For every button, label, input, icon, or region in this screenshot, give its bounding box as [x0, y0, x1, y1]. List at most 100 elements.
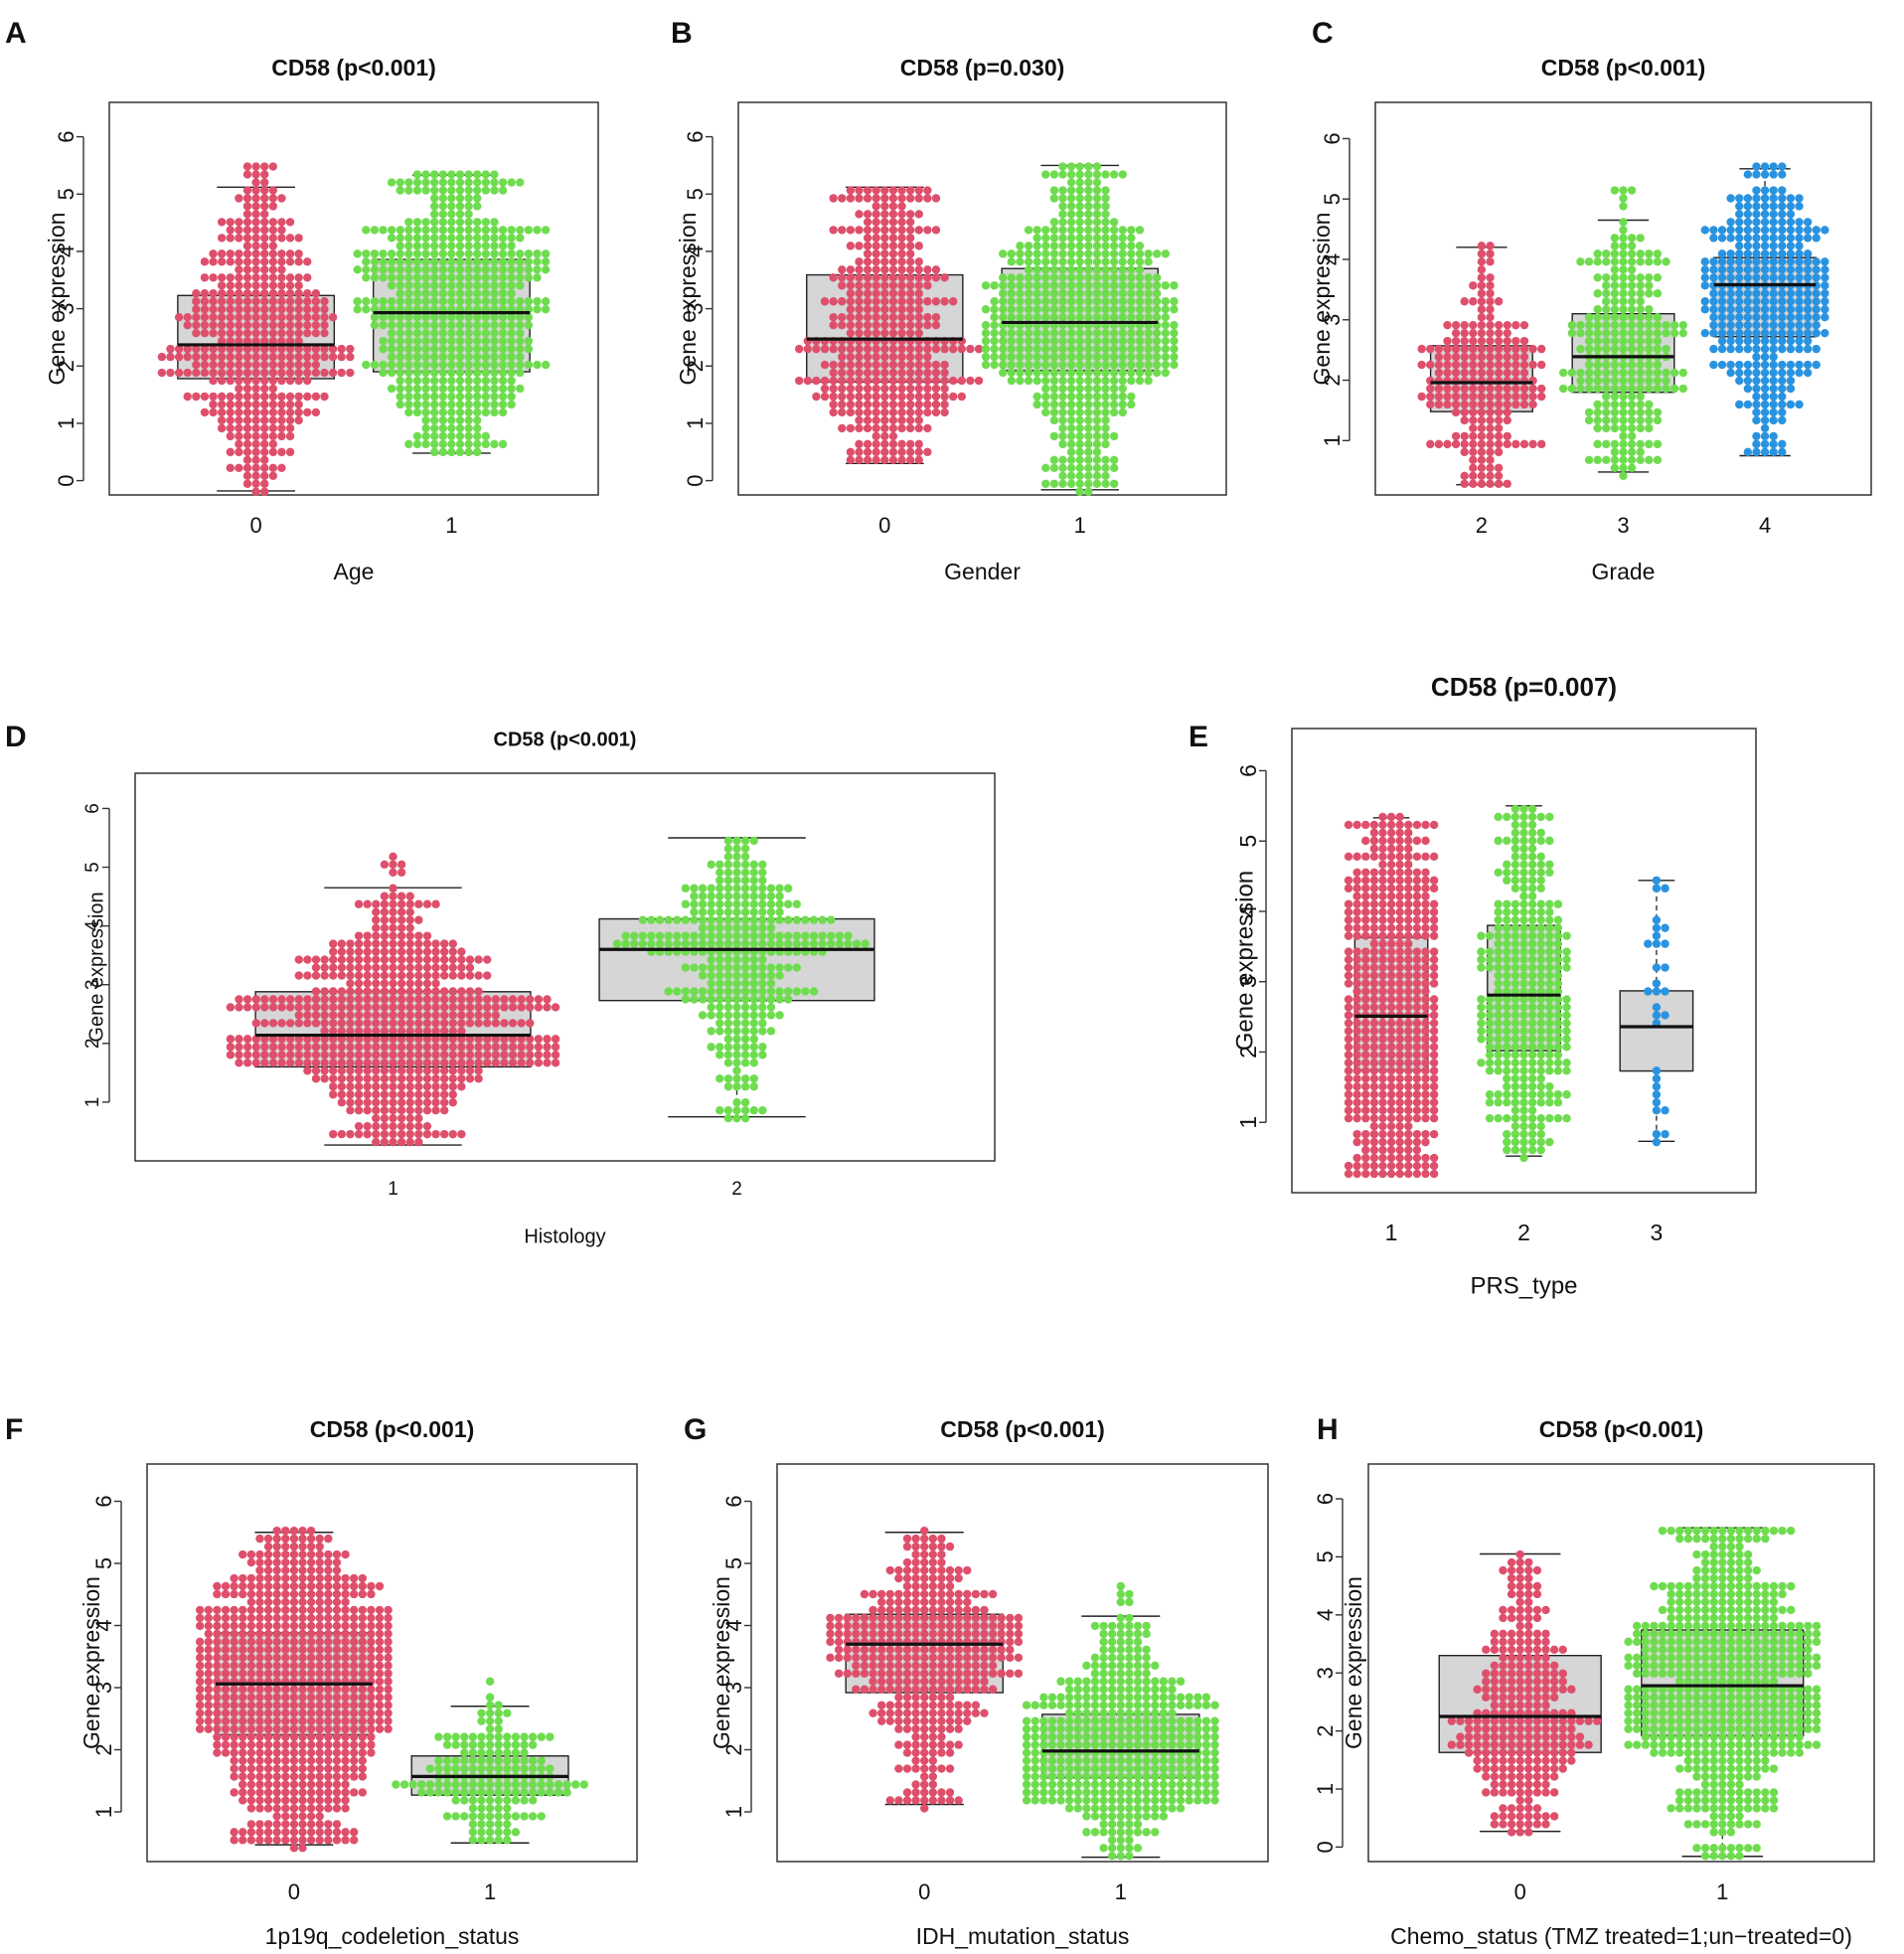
data-point [1494, 415, 1504, 425]
data-point [1084, 218, 1093, 227]
data-point [855, 423, 864, 433]
data-point [397, 923, 406, 932]
data-point [1429, 1051, 1439, 1059]
data-point [723, 995, 733, 1004]
data-point [698, 884, 708, 893]
data-point [838, 352, 847, 362]
data-point [1386, 868, 1396, 877]
data-point [1477, 242, 1487, 250]
data-point [1369, 1066, 1379, 1075]
data-point [235, 289, 243, 298]
data-point [337, 1051, 347, 1059]
data-point [1717, 320, 1727, 330]
data-point [1378, 1098, 1387, 1107]
data-point [1429, 907, 1439, 916]
data-point [354, 987, 364, 996]
data-point [429, 368, 439, 378]
data-point [235, 415, 243, 425]
data-point [363, 1011, 372, 1020]
data-point [1494, 1035, 1503, 1044]
data-point [1460, 431, 1469, 441]
data-point [1443, 320, 1452, 330]
data-point [1545, 1113, 1554, 1123]
data-point [690, 899, 699, 908]
data-point [1519, 400, 1529, 409]
data-point [1503, 1051, 1511, 1059]
data-point [1412, 1027, 1422, 1036]
data-point [1519, 852, 1528, 862]
data-point [1361, 1003, 1370, 1012]
data-point [294, 281, 303, 290]
data-point [1519, 1145, 1528, 1155]
data-point [1451, 384, 1461, 394]
data-point [422, 1019, 432, 1028]
data-point [1769, 368, 1778, 378]
data-point [863, 447, 873, 457]
data-point [372, 1035, 381, 1044]
data-point [421, 407, 430, 417]
data-point [758, 1011, 767, 1020]
data-point [1527, 995, 1537, 1004]
data-point [732, 1035, 741, 1044]
data-point [354, 1027, 364, 1036]
data-point [242, 463, 252, 473]
data-point [1007, 297, 1017, 306]
data-point [551, 1035, 560, 1044]
data-point [766, 892, 776, 900]
data-point [200, 320, 210, 330]
data-point [192, 313, 201, 322]
data-point [872, 392, 880, 402]
data-point [481, 328, 491, 338]
data-point [473, 400, 482, 409]
data-point [298, 1796, 307, 1805]
data-point [1007, 249, 1017, 258]
data-point [379, 297, 388, 306]
data-point [707, 939, 715, 948]
data-point [1527, 860, 1537, 870]
data-point [473, 447, 482, 457]
data-point [1653, 415, 1663, 425]
data-point [1503, 915, 1511, 924]
data-point [315, 1732, 324, 1741]
data-point [1429, 1058, 1439, 1067]
data-point [337, 1129, 347, 1139]
data-point [226, 226, 235, 235]
data-point [1760, 336, 1770, 346]
data-point [315, 1613, 324, 1623]
data-point [723, 892, 733, 900]
data-point [1593, 249, 1602, 258]
data-point [465, 1019, 475, 1028]
data-point [844, 931, 853, 940]
data-point [1075, 415, 1084, 425]
data-point [379, 336, 388, 346]
data-point [1803, 265, 1813, 274]
data-point [455, 336, 465, 346]
data-point [370, 320, 380, 330]
data-point [914, 376, 923, 386]
data-point [1619, 384, 1628, 394]
data-point [414, 1113, 423, 1123]
data-point [1109, 400, 1119, 409]
data-point [931, 360, 941, 370]
data-point [1661, 1011, 1669, 1020]
data-point [1404, 947, 1413, 956]
y-tick-label: 4 [54, 245, 79, 257]
data-point [281, 1613, 290, 1623]
data-point [1429, 820, 1439, 830]
data-point [1092, 162, 1102, 171]
data-point [541, 305, 551, 314]
data-point [421, 423, 430, 433]
data-point [448, 947, 457, 956]
data-point [1352, 963, 1361, 972]
data-point [1494, 812, 1503, 822]
data-point [1494, 384, 1504, 394]
data-point [1477, 995, 1486, 1004]
data-point [1510, 923, 1520, 932]
data-point [397, 915, 406, 924]
data-point [490, 265, 499, 274]
data-point [481, 186, 491, 195]
data-point [923, 281, 932, 290]
data-point [1562, 1090, 1571, 1099]
data-point [306, 1772, 316, 1781]
data-point [931, 376, 941, 386]
